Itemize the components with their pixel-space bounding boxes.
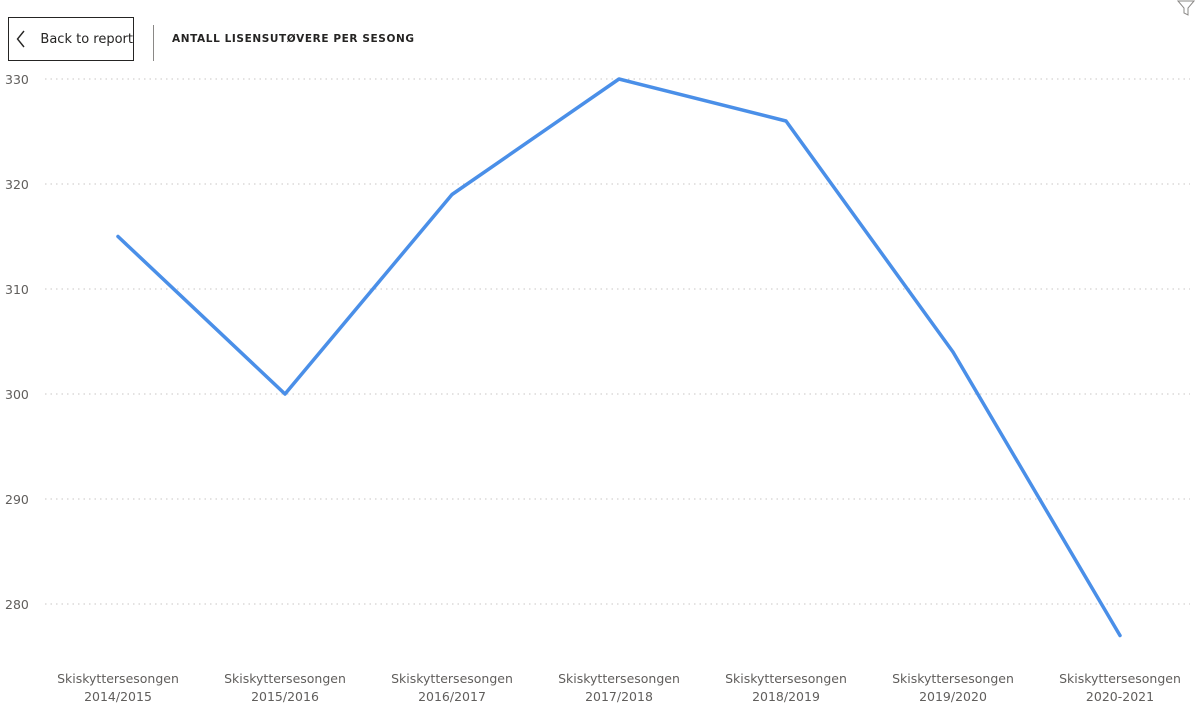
- data-point: [784, 119, 788, 123]
- chevron-left-icon: [15, 29, 26, 49]
- header-divider: [153, 25, 154, 61]
- series-line: [116, 77, 1122, 638]
- data-point: [116, 235, 120, 238]
- y-tick-label: 290: [5, 492, 29, 507]
- y-tick-label: 320: [5, 177, 29, 192]
- x-tick-label: Skiskyttersesongen 2020-2021: [1059, 671, 1181, 704]
- y-tick-label: 310: [5, 282, 29, 297]
- y-tick-label: 330: [5, 72, 29, 87]
- y-tick-label: 280: [5, 597, 29, 612]
- data-point: [450, 193, 454, 196]
- chart-title: ANTALL LISENSUTØVERE PER SESONG: [172, 33, 415, 45]
- data-point: [951, 350, 955, 354]
- x-tick-label: Skiskyttersesongen 2016/2017: [391, 671, 513, 704]
- x-tick-label: Skiskyttersesongen 2015/2016: [224, 671, 346, 704]
- back-to-report-label: Back to report: [40, 31, 133, 47]
- data-point: [283, 392, 287, 396]
- x-tick-label: Skiskyttersesongen 2018/2019: [725, 671, 847, 704]
- data-point: [617, 77, 621, 81]
- x-tick-label: Skiskyttersesongen 2014/2015: [57, 671, 179, 704]
- x-tick-label: Skiskyttersesongen 2017/2018: [558, 671, 680, 704]
- data-point: [1118, 634, 1122, 637]
- back-to-report-button[interactable]: Back to report: [8, 17, 134, 61]
- filter-icon[interactable]: [1176, 0, 1196, 16]
- x-tick-label: Skiskyttersesongen 2019/2020: [892, 671, 1014, 704]
- y-tick-label: 300: [5, 387, 29, 402]
